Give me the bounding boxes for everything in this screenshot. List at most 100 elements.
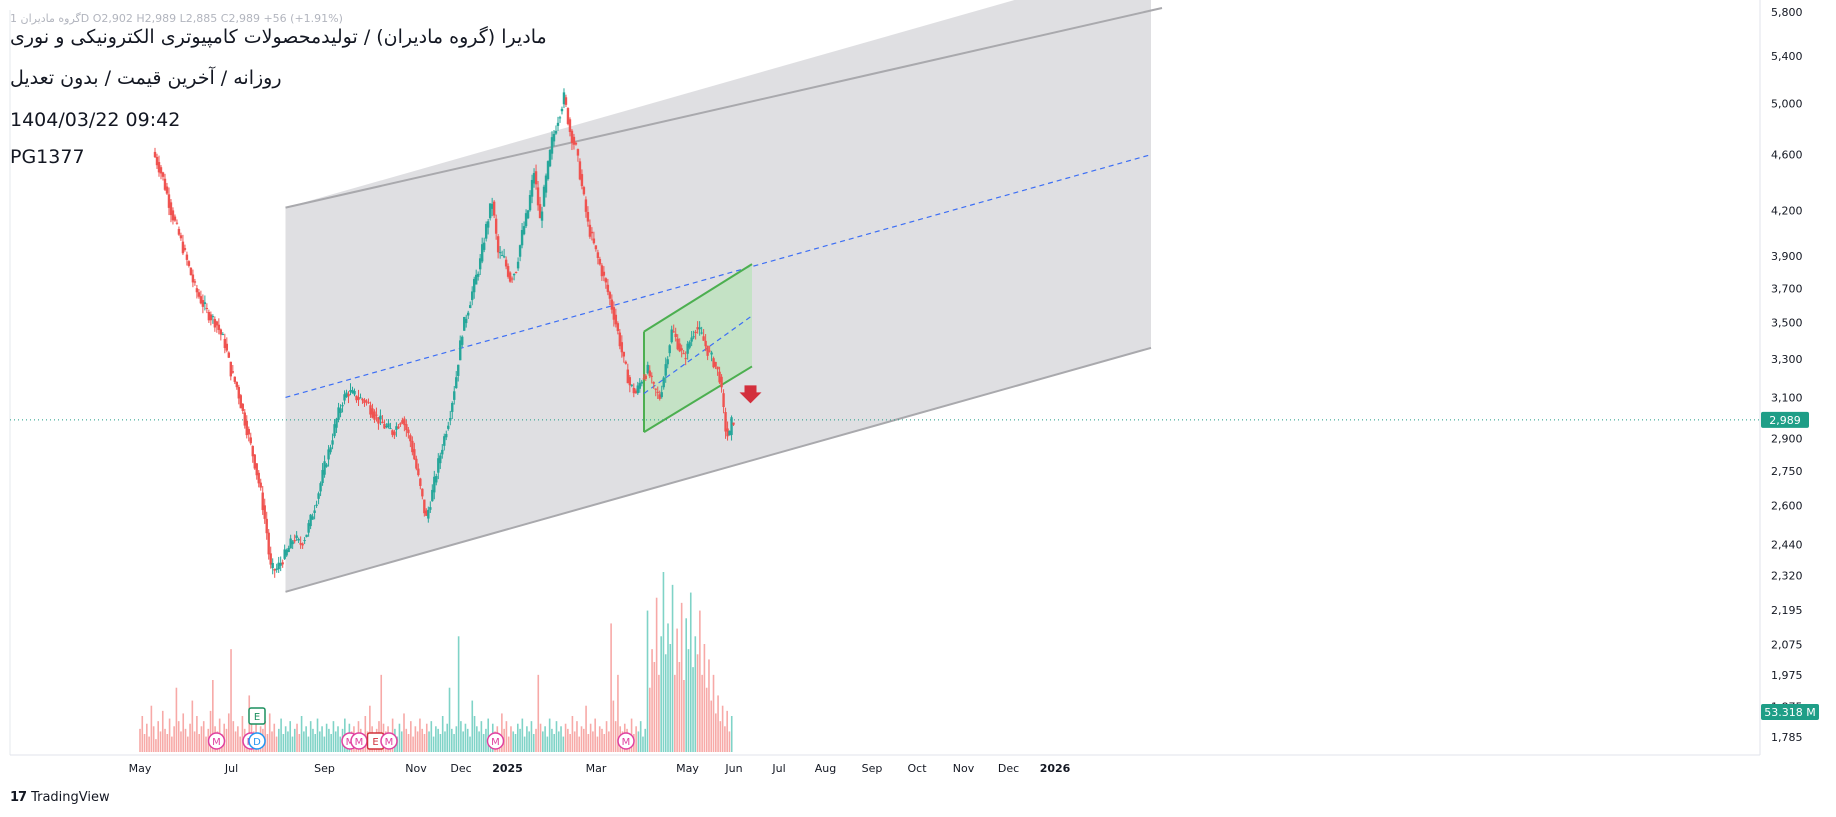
marker-d-icon[interactable]: D: [248, 732, 266, 750]
candle-body: [544, 175, 548, 193]
small-channel-upper[interactable]: [643, 263, 753, 333]
volume-badge[interactable]: [1761, 704, 1819, 720]
candle-body: [726, 428, 729, 437]
volume-bar: [380, 674, 383, 752]
candle-body: [415, 458, 418, 469]
candle-body: [506, 266, 510, 277]
small-channel-lower[interactable]: [643, 365, 753, 433]
candle-body: [526, 210, 530, 219]
candle-body: [201, 300, 205, 307]
candle-body: [674, 333, 677, 338]
candle-body: [528, 195, 532, 211]
candle-body: [233, 376, 236, 382]
candle-body: [706, 345, 709, 356]
candle-body: [389, 428, 392, 430]
regression-channel[interactable]: [10, 0, 1760, 593]
volume-bar: [193, 731, 196, 752]
volume-bar: [412, 736, 414, 752]
candles: [153, 88, 762, 578]
candle-body: [161, 172, 165, 177]
candle-body: [650, 375, 653, 377]
candle-body: [642, 378, 645, 380]
candle-body: [473, 278, 476, 293]
marker-m-icon[interactable]: M: [350, 732, 368, 750]
candle-body: [522, 226, 526, 235]
candle-body: [171, 210, 175, 221]
tradingview-logo[interactable]: 17 TradingView: [10, 790, 110, 805]
candle-body: [383, 424, 386, 429]
channel-lower-line[interactable]: [285, 346, 1152, 593]
candle-body: [181, 241, 185, 254]
candle-body: [660, 392, 663, 398]
sell-arrow-icon[interactable]: [739, 385, 762, 404]
x-tick-label: Dec: [450, 762, 471, 775]
channel-mid-line[interactable]: [285, 154, 1152, 398]
candle-body: [562, 92, 566, 105]
marker-m-icon[interactable]: M: [380, 732, 398, 750]
volume-bar: [196, 716, 198, 752]
last-price-badge[interactable]: [1761, 411, 1809, 428]
candle-body: [484, 223, 488, 239]
volume-bar: [724, 726, 726, 752]
candle-body: [355, 395, 358, 401]
volume-bar: [278, 728, 280, 752]
volume-bar: [667, 623, 669, 752]
candle-body: [249, 437, 252, 444]
volume-bar: [683, 680, 685, 752]
candle-body: [195, 288, 199, 293]
volume-bar: [571, 716, 574, 752]
candle-body: [518, 245, 522, 257]
volume-bar: [587, 734, 590, 752]
volume-badge-label: 53.318 M: [1764, 706, 1815, 719]
marker-m-icon[interactable]: M: [486, 732, 505, 750]
volume-bar: [560, 726, 562, 752]
volume-bar: [282, 734, 285, 752]
y-tick-label: 2,195: [1771, 604, 1803, 617]
volume-bar: [150, 705, 153, 752]
candle-body: [658, 394, 661, 399]
candle-body: [690, 337, 693, 342]
volume-bar: [307, 736, 310, 752]
candle-body: [620, 342, 624, 353]
volume-bar: [460, 721, 462, 752]
candle-body: [309, 514, 312, 527]
volume-bar: [480, 721, 483, 752]
candle-body: [682, 353, 685, 355]
candle-body: [445, 433, 448, 438]
volume-bar: [428, 731, 430, 752]
marker-circle: [207, 732, 226, 750]
candle-body: [516, 261, 520, 269]
candle-body: [718, 371, 721, 383]
x-tick-label: Sep: [314, 762, 335, 775]
volume-bar: [143, 734, 146, 752]
candle-body: [339, 408, 342, 414]
small-channel-mid[interactable]: [643, 315, 753, 394]
candle-body: [476, 273, 480, 277]
channel-upper-line[interactable]: [285, 7, 1163, 209]
candle-body: [630, 384, 634, 386]
y-tick-label: 2,900: [1771, 432, 1803, 445]
candle-body: [622, 351, 626, 357]
marker-m-icon[interactable]: M: [617, 732, 635, 750]
marker-circle: [617, 732, 635, 750]
candle-body: [602, 271, 606, 276]
y-tick-label: 5,000: [1771, 97, 1803, 110]
marker-e-icon[interactable]: E: [248, 707, 266, 725]
volume-bar: [728, 731, 731, 752]
candle-body: [498, 252, 502, 254]
time-axis[interactable]: May Jul Sep Nov Dec 2025 Mar May Jun Jul Aug Sep Oct…: [129, 762, 1071, 775]
marker-m-icon[interactable]: M: [207, 732, 226, 750]
y-tick-label: 3,700: [1771, 283, 1803, 296]
volume-bar: [562, 736, 565, 752]
candle-body: [323, 461, 326, 475]
y-tick-label: 2,750: [1771, 465, 1803, 478]
price-axis[interactable]: 5,800 5,400 5,000 4,600 4,200 3,900 3,700 3,500…: [1761, 6, 1819, 744]
volume-bar: [161, 710, 164, 752]
candle-body: [387, 423, 390, 428]
candle-body: [345, 392, 348, 398]
candle-body: [504, 259, 508, 267]
volume-bar: [669, 644, 672, 752]
candle-body: [283, 549, 286, 559]
candle-body: [584, 199, 588, 212]
